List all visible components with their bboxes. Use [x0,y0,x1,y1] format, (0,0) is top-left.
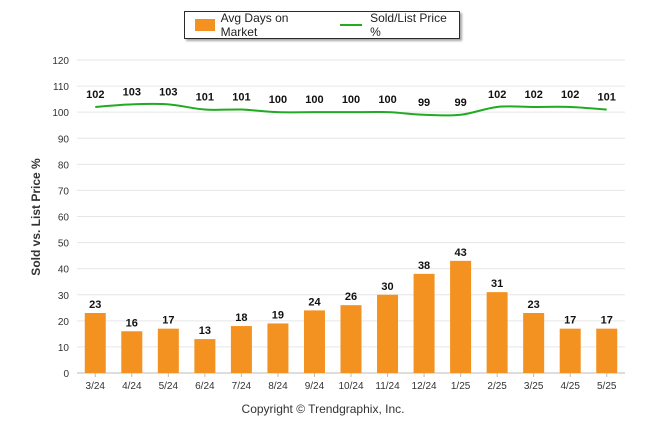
bar [121,331,143,373]
bar-series-avg-days [84,260,618,373]
bar [157,328,179,373]
line-data-labels: 102 103 103 101 101 100 100 100 100 99 99 102 102 102… [86,86,616,108]
line-value-label: 101 [598,92,616,104]
bar-value-label: 13 [199,325,211,337]
x-tick-label: 9/24 [305,381,325,392]
line-value-label: 99 [418,97,430,109]
bar-value-label: 16 [126,317,138,329]
y-tick-label: 10 [58,343,70,354]
line-value-label: 103 [123,86,141,98]
line-series-sold-list [95,102,607,117]
x-tick-label: 5/24 [159,381,179,392]
y-tick-label: 40 [58,265,70,276]
bar-value-label: 43 [454,247,466,259]
bar-value-label: 31 [491,278,503,290]
bar [303,310,325,373]
line-value-label: 102 [488,89,506,101]
x-axis-ticks: 3/24 4/24 5/24 6/24 7/24 8/24 9/24 10/24 11/24 12… [86,373,617,392]
bar [596,328,618,373]
line-value-label: 102 [86,89,104,101]
bar-value-label: 38 [418,260,430,272]
gridlines [77,59,625,374]
x-tick-label: 12/24 [412,381,437,392]
line-value-label: 99 [454,97,466,109]
y-tick-label: 90 [58,134,70,145]
y-tick-label: 70 [58,186,70,197]
bar-value-label: 23 [528,299,540,311]
y-tick-label: 20 [58,317,70,328]
bar [377,294,399,373]
x-tick-label: 3/24 [86,381,106,392]
line-value-label: 102 [524,89,542,101]
bar [340,305,362,373]
legend-swatch-bar [195,19,215,31]
y-tick-label: 50 [58,239,70,250]
bar-value-label: 19 [272,309,284,321]
y-tick-label: 30 [58,291,70,302]
legend: Avg Days on Market Sold/List Price % [184,11,460,39]
line-value-label: 100 [378,94,396,106]
x-tick-label: 4/24 [122,381,142,392]
line-value-label: 101 [232,92,250,104]
bar-value-label: 17 [601,315,613,327]
bar-data-labels: 23 16 17 13 18 19 24 26 30 38 43 31 23 17 17 [89,247,613,337]
y-tick-label: 110 [53,82,69,93]
line-value-label: 101 [196,92,214,104]
y-tick-label: 100 [52,108,69,119]
legend-item-line[interactable]: Sold/List Price % [326,11,459,39]
copyright-text: Copyright © Trendgraphix, Inc. [241,402,405,416]
bar [559,328,581,373]
bar-value-label: 23 [89,299,101,311]
x-tick-label: 3/25 [524,381,544,392]
line-value-label: 100 [342,94,360,106]
bar [230,326,252,373]
x-tick-label: 11/24 [375,381,400,392]
legend-label-bar: Avg Days on Market [220,11,289,39]
x-tick-label: 6/24 [195,381,215,392]
legend-swatch-line [340,24,363,26]
y-tick-label: 60 [58,213,70,224]
x-tick-label: 8/24 [268,381,288,392]
bar-value-label: 26 [345,291,357,303]
bar-value-label: 17 [564,315,576,327]
x-tick-label: 5/25 [597,381,617,392]
y-tick-label: 120 [52,56,69,67]
x-tick-label: 2/25 [487,381,507,392]
x-tick-label: 7/24 [232,381,252,392]
bar-value-label: 24 [308,296,321,308]
x-tick-label: 10/24 [338,381,363,392]
legend-item-bar[interactable]: Avg Days on Market [185,11,326,39]
bar-value-label: 18 [235,312,247,324]
bar-value-label: 30 [381,281,393,293]
y-axis-ticks: 0 10 20 30 40 50 60 70 80 90 100 110 120 [52,56,69,380]
bar [450,260,472,373]
legend-label-line: Sold/List Price % [370,11,447,39]
y-tick-label: 0 [63,369,69,380]
bar [413,273,435,373]
bar [523,313,545,373]
line-path [95,102,607,117]
line-value-label: 100 [305,94,323,106]
x-tick-label: 1/25 [451,381,471,392]
bar [194,339,216,373]
y-axis-label: Sold vs. List Price % [29,158,43,276]
bar [486,292,508,373]
line-value-label: 100 [269,94,287,106]
line-value-label: 103 [159,86,177,98]
bar-value-label: 17 [162,315,174,327]
bar [267,323,289,373]
y-tick-label: 80 [58,160,70,171]
x-tick-label: 4/25 [560,381,580,392]
bar [84,313,106,373]
line-value-label: 102 [561,89,579,101]
